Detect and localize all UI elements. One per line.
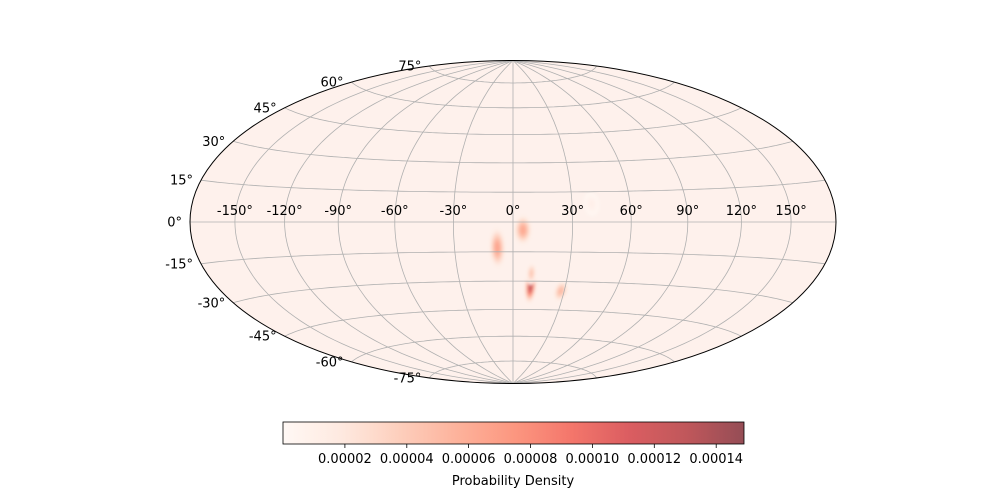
map-outline <box>189 60 837 384</box>
parallel-line <box>233 140 793 164</box>
parallel-line <box>233 280 793 304</box>
longitude-tick-label: 60° <box>620 204 643 219</box>
colorbar-tick-label: 0.00002 <box>318 452 372 467</box>
longitude-tick-label: -150° <box>217 204 253 219</box>
latitude-tick-label: -15° <box>165 257 193 272</box>
longitude-tick-label: -120° <box>267 204 303 219</box>
density-contour <box>589 200 594 208</box>
latitude-tick-label: -75° <box>394 372 422 387</box>
probability-density-layer <box>488 191 600 303</box>
parallel-line <box>284 107 742 136</box>
colorbar-tick-label: 0.00006 <box>442 452 496 467</box>
parallel-line <box>351 335 675 363</box>
parallel-line <box>351 81 675 109</box>
hammer-projection-map: -150° -120° -90° -60° -30° 0° 30° 60° 90° 120° 150… <box>165 60 837 387</box>
longitude-tick-label: -90° <box>324 204 352 219</box>
parallel-line <box>200 179 826 193</box>
colorbar-ticks: 0.00002 0.00004 0.00006 0.00008 0.00010 0.000… <box>318 444 743 467</box>
density-blob <box>488 226 506 270</box>
longitude-tick-label: 90° <box>676 204 699 219</box>
latitude-tick-label: 75° <box>398 60 421 75</box>
latitude-tick-label: 45° <box>254 101 277 116</box>
longitude-tick-label: 150° <box>775 204 806 219</box>
colorbar: 0.00002 0.00004 0.00006 0.00008 0.00010 0.000… <box>282 421 745 489</box>
density-contour <box>530 270 533 277</box>
colorbar-tick-label: 0.00010 <box>566 452 620 467</box>
density-contour <box>520 225 526 235</box>
colorbar-tick-label: 0.00014 <box>689 452 743 467</box>
longitude-tick-label: -30° <box>440 204 468 219</box>
longitude-tick-label: -60° <box>381 204 409 219</box>
density-contour <box>528 282 532 292</box>
colorbar-label: Probability Density <box>452 474 575 489</box>
longitude-tick-label: 30° <box>561 204 584 219</box>
latitude-tick-label: -45° <box>249 330 277 345</box>
latitude-tick-label: -30° <box>198 296 226 311</box>
colorbar-gradient <box>282 421 745 445</box>
density-blob <box>526 261 537 285</box>
colorbar-tick-label: 0.00004 <box>380 452 434 467</box>
latitude-tick-label: 15° <box>170 174 193 189</box>
latitude-tick-labels: -75° -60° -45° -30° -15° 0° 15° 30° 45° 60° 75° <box>165 60 421 387</box>
longitude-tick-label: 120° <box>726 204 757 219</box>
density-contour <box>495 241 500 254</box>
graticule-grid <box>190 60 836 384</box>
longitude-tick-labels: -150° -120° -90° -60° -30° 0° 30° 60° 90° 120° 150… <box>217 204 807 219</box>
density-blob <box>553 279 569 303</box>
longitude-tick-label: 0° <box>506 204 521 219</box>
parallel-line <box>429 360 597 379</box>
latitude-tick-label: 0° <box>167 216 182 231</box>
latitude-tick-label: -60° <box>316 355 344 370</box>
density-contour <box>558 288 563 295</box>
density-blob <box>583 191 600 216</box>
latitude-tick-label: 30° <box>202 135 225 150</box>
colorbar-tick-label: 0.00008 <box>504 452 558 467</box>
parallel-line <box>429 65 597 84</box>
parallel-line <box>200 251 826 265</box>
latitude-tick-label: 60° <box>320 76 343 91</box>
colorbar-tick-label: 0.00012 <box>627 452 681 467</box>
parallel-line <box>284 308 742 337</box>
